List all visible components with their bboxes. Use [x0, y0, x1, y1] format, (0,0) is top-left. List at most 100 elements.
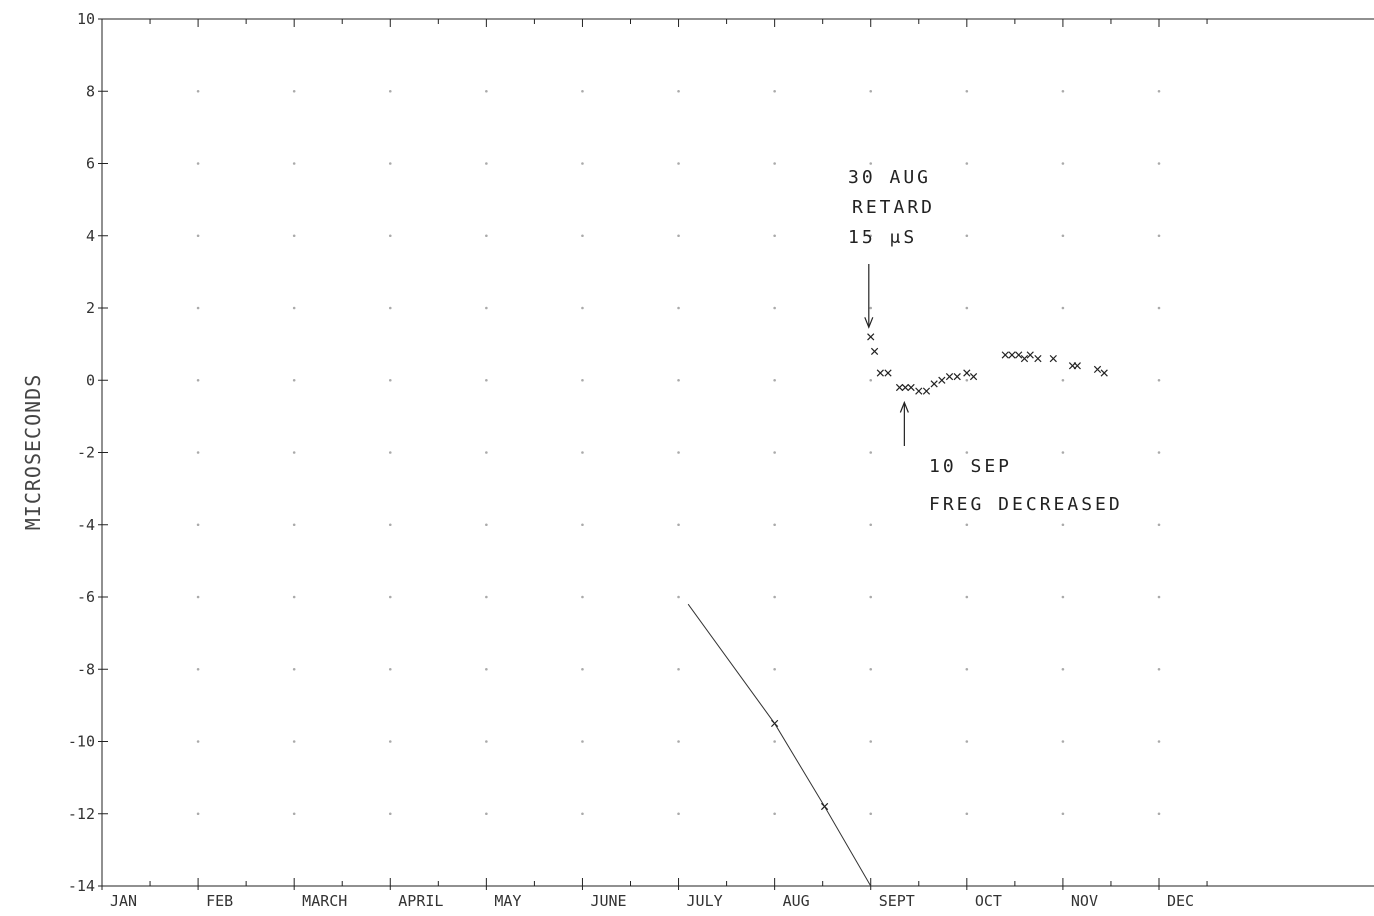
- y-tick-label: 8: [86, 82, 95, 100]
- data-point: [1020, 354, 1029, 363]
- x-tick-label: MAY: [494, 892, 521, 910]
- grid-dot: [677, 451, 680, 454]
- grid-dot: [1061, 523, 1065, 527]
- grid-dot: [581, 89, 584, 93]
- grid-dot: [1061, 595, 1065, 599]
- grid-dot: [388, 523, 392, 527]
- grid-dot: [773, 667, 776, 671]
- y-tick-label: 6: [86, 155, 95, 173]
- grid-dot: [292, 595, 296, 599]
- trend-line: [687, 603, 872, 887]
- grid-dot: [581, 378, 584, 382]
- grid-dot: [581, 667, 584, 671]
- x-ticks: JAN FEB MARCH APRIL MAY JUNE JULY AUG SEPT OCT NOV…: [101, 19, 1208, 910]
- grid-dot: [677, 740, 680, 743]
- data-point: [953, 373, 961, 381]
- grid-dot: [677, 162, 680, 165]
- data-point: [884, 369, 892, 377]
- grid-dot: [292, 162, 296, 165]
- y-tick-label: -4: [77, 516, 95, 534]
- data-point-stroke: [884, 369, 892, 377]
- data-point-stroke: [907, 383, 915, 392]
- data-point: [895, 383, 904, 392]
- grid-dot: [1157, 451, 1161, 454]
- x-tick-label: MARCH: [302, 892, 347, 910]
- data-point-stroke: [938, 376, 946, 384]
- grid-dot: [581, 451, 584, 454]
- y-tick-label: 4: [86, 227, 95, 245]
- data-point: [922, 387, 931, 395]
- grid-dot: [485, 306, 488, 310]
- grid-dot: [965, 595, 969, 599]
- grid-dot: [677, 812, 680, 816]
- data-point: [938, 376, 946, 384]
- grid-dot: [581, 595, 584, 599]
- grid-dot: [1061, 162, 1065, 165]
- grid-dot: [485, 451, 488, 454]
- data-point-stroke: [876, 369, 884, 377]
- grid-dot: [965, 523, 969, 527]
- grid-dot: [1061, 234, 1065, 238]
- annotations: 30 AUG RETARD 15 μS 10 SEP FREG DECREASED: [848, 167, 1120, 515]
- grid-dot: [388, 306, 392, 310]
- grid-dot: [581, 306, 584, 310]
- grid-dot: [1157, 595, 1161, 599]
- grid-dot: [1157, 89, 1161, 93]
- grid-dot: [869, 451, 873, 454]
- data-series: [687, 333, 1108, 887]
- grid-dot: [292, 523, 296, 527]
- grid-dot: [196, 595, 200, 599]
- data-point-stroke: [915, 387, 923, 395]
- grid-dot: [965, 306, 969, 310]
- grid-dot: [677, 306, 680, 310]
- grid-dot: [485, 523, 488, 527]
- grid-dot: [388, 667, 392, 671]
- grid-dot: [773, 451, 776, 454]
- grid-dot: [388, 812, 392, 816]
- grid-dot: [677, 595, 680, 599]
- grid-dot: [581, 162, 584, 165]
- grid-dot: [773, 162, 776, 165]
- grid-dot: [965, 451, 969, 454]
- data-point-stroke: [1034, 354, 1042, 363]
- annotation-text: 30 AUG: [848, 167, 931, 188]
- data-point-stroke: [895, 383, 904, 392]
- grid-dot: [965, 162, 969, 165]
- annotation-arrowhead: [899, 400, 909, 413]
- y-tick-label: 0: [86, 371, 95, 389]
- grid-dot: [388, 378, 392, 382]
- grid-dot: [677, 378, 680, 382]
- grid-dot: [1157, 740, 1161, 743]
- y-tick-label: -8: [77, 660, 95, 678]
- grid-dot: [869, 740, 873, 743]
- grid-dot: [869, 306, 873, 310]
- data-point: [1015, 351, 1023, 359]
- grid-dot: [292, 234, 296, 238]
- grid-dot: [773, 234, 776, 238]
- grid-dot: [388, 595, 392, 599]
- data-point-stroke: [1100, 369, 1108, 377]
- data-point-stroke: [1015, 351, 1023, 359]
- annotation-arrowhead: [864, 317, 874, 329]
- grid-dot: [581, 523, 584, 527]
- data-point-stroke: [1020, 354, 1029, 363]
- data-point-stroke: [930, 380, 938, 388]
- data-point: [901, 383, 909, 392]
- grid-dot: [773, 523, 776, 527]
- grid-dot: [965, 378, 969, 382]
- grid-dot: [388, 234, 392, 238]
- data-point-stroke: [870, 347, 879, 355]
- grid-dot: [869, 595, 873, 599]
- grid-dot: [292, 451, 296, 454]
- data-point-stroke: [922, 387, 931, 395]
- grid-dot: [965, 234, 969, 238]
- grid-dot: [773, 812, 776, 816]
- data-point: [1026, 351, 1034, 359]
- x-tick-label: OCT: [975, 892, 1002, 910]
- grid-dot: [1061, 378, 1065, 382]
- grid-dot: [1157, 162, 1161, 165]
- grid-dot: [196, 89, 200, 93]
- grid-dot: [677, 234, 680, 238]
- grid-dot: [869, 667, 873, 671]
- grid-dot: [196, 523, 200, 527]
